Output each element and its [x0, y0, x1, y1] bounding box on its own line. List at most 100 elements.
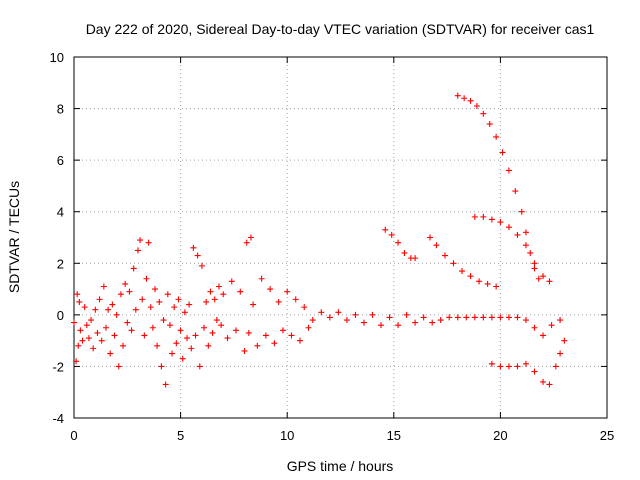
data-point	[79, 337, 86, 344]
data-point	[224, 335, 231, 342]
data-point	[488, 314, 495, 321]
data-point	[213, 317, 220, 324]
data-point	[433, 242, 440, 249]
data-point	[233, 327, 240, 334]
data-point	[480, 314, 487, 321]
data-point	[360, 319, 367, 326]
data-point	[296, 337, 303, 344]
data-point	[175, 296, 182, 303]
data-point	[186, 301, 193, 308]
data-point	[196, 363, 203, 370]
data-point	[74, 291, 81, 298]
data-point	[461, 95, 468, 102]
y-tick-label: 2	[57, 256, 64, 271]
data-point	[412, 319, 419, 326]
data-point	[441, 252, 448, 259]
data-point	[132, 306, 139, 313]
data-point	[192, 332, 199, 339]
data-point	[194, 252, 201, 259]
data-point	[215, 283, 222, 290]
data-point	[258, 275, 265, 282]
data-point	[190, 244, 197, 251]
y-tick-label: 8	[57, 102, 64, 117]
data-point	[552, 363, 559, 370]
data-point	[505, 363, 512, 370]
data-point	[450, 260, 457, 267]
data-point	[209, 329, 216, 336]
data-point	[557, 350, 564, 357]
series-descending-segment-b	[427, 234, 500, 290]
data-point	[267, 286, 274, 293]
data-point	[171, 304, 178, 311]
data-point	[220, 291, 227, 298]
series-negative-excursion	[488, 337, 568, 388]
data-point	[388, 231, 395, 238]
data-point	[505, 167, 512, 174]
y-tick-label: 0	[57, 308, 64, 323]
data-point	[143, 275, 150, 282]
data-point	[335, 309, 342, 316]
data-point	[241, 347, 248, 354]
data-point	[76, 298, 83, 305]
data-point	[75, 342, 82, 349]
data-point	[254, 342, 261, 349]
data-point	[117, 291, 124, 298]
data-point	[137, 237, 144, 244]
data-point	[522, 229, 529, 236]
data-point	[535, 275, 542, 282]
x-tick-label: 25	[600, 428, 614, 443]
data-point	[301, 304, 308, 311]
data-point	[527, 249, 534, 256]
data-point	[518, 208, 525, 215]
data-point	[395, 322, 402, 329]
data-point	[488, 216, 495, 223]
data-point	[96, 296, 103, 303]
data-point	[471, 213, 478, 220]
data-point	[164, 291, 171, 298]
data-point	[505, 224, 512, 231]
data-point	[488, 360, 495, 367]
data-point	[247, 234, 254, 241]
data-point	[207, 288, 214, 295]
data-point	[476, 278, 483, 285]
plot-frame	[73, 56, 608, 419]
data-point	[181, 309, 188, 316]
y-axis-label: SDTVAR / TECUs	[6, 181, 22, 293]
data-point	[107, 350, 114, 357]
data-point	[546, 278, 553, 285]
data-point	[271, 340, 278, 347]
x-tick-label: 0	[70, 428, 77, 443]
data-point	[420, 314, 427, 321]
data-point	[156, 298, 163, 305]
data-point	[203, 298, 210, 305]
data-point	[505, 314, 512, 321]
data-point	[403, 311, 410, 318]
data-point	[149, 324, 156, 331]
data-point	[499, 149, 506, 156]
data-point	[522, 360, 529, 367]
series-upper-curve-high	[454, 92, 542, 282]
data-point	[540, 332, 547, 339]
data-point	[158, 363, 165, 370]
data-point	[198, 262, 205, 269]
data-point	[467, 273, 474, 280]
data-point	[292, 296, 299, 303]
data-point	[454, 314, 461, 321]
data-point	[100, 283, 107, 290]
data-point	[486, 121, 493, 128]
data-point	[305, 324, 312, 331]
y-tick-label: -4	[52, 411, 64, 426]
x-tick-label: 10	[280, 428, 294, 443]
data-point	[141, 332, 148, 339]
data-point	[201, 324, 208, 331]
data-point	[480, 213, 487, 220]
data-point	[382, 226, 389, 233]
data-point	[154, 342, 161, 349]
data-point	[386, 314, 393, 321]
data-point	[540, 378, 547, 385]
data-point	[128, 327, 135, 334]
data-point	[124, 319, 131, 326]
x-tick-label: 15	[387, 428, 401, 443]
